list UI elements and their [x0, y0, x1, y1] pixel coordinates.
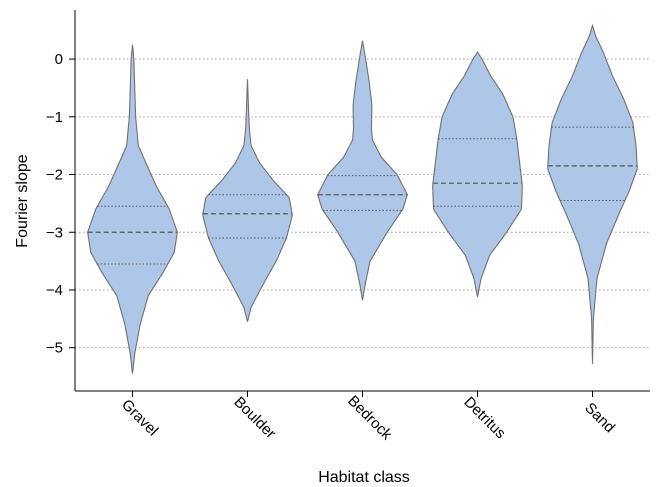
x-tick-label: Gravel: [118, 396, 161, 439]
violin-bedrock: [317, 40, 408, 301]
y-ticks: 0 −1 −2 −3 −4 −5: [46, 51, 75, 357]
y-axis-title: Fourier slope: [14, 154, 31, 247]
y-tick-label: −1: [46, 109, 63, 126]
y-tick-label: −2: [46, 167, 63, 184]
violin-sand: [547, 23, 638, 364]
x-ticks: Gravel Boulder Bedrock Detritus Sand: [118, 391, 618, 444]
x-tick-label: Sand: [581, 399, 618, 436]
violins: [87, 23, 638, 374]
violin-gravel: [87, 44, 178, 374]
y-tick-label: 0: [55, 51, 63, 68]
x-tick-label: Bedrock: [344, 392, 395, 443]
y-tick-label: −5: [46, 340, 63, 357]
violin-detritus: [432, 51, 523, 298]
y-tick-label: −3: [46, 224, 63, 241]
y-tick-label: −4: [46, 282, 63, 299]
x-tick-label: Boulder: [230, 394, 279, 443]
x-axis-title: Habitat class: [318, 469, 410, 486]
violin-boulder: [202, 79, 293, 322]
x-tick-label: Detritus: [460, 394, 509, 443]
